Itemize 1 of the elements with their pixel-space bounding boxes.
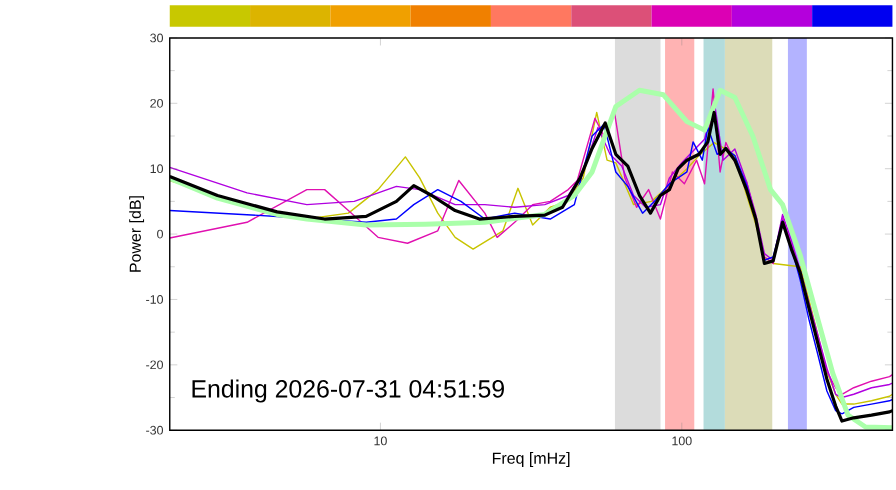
annotation: Ending 2026-07-31 04:51:59	[192, 379, 504, 403]
